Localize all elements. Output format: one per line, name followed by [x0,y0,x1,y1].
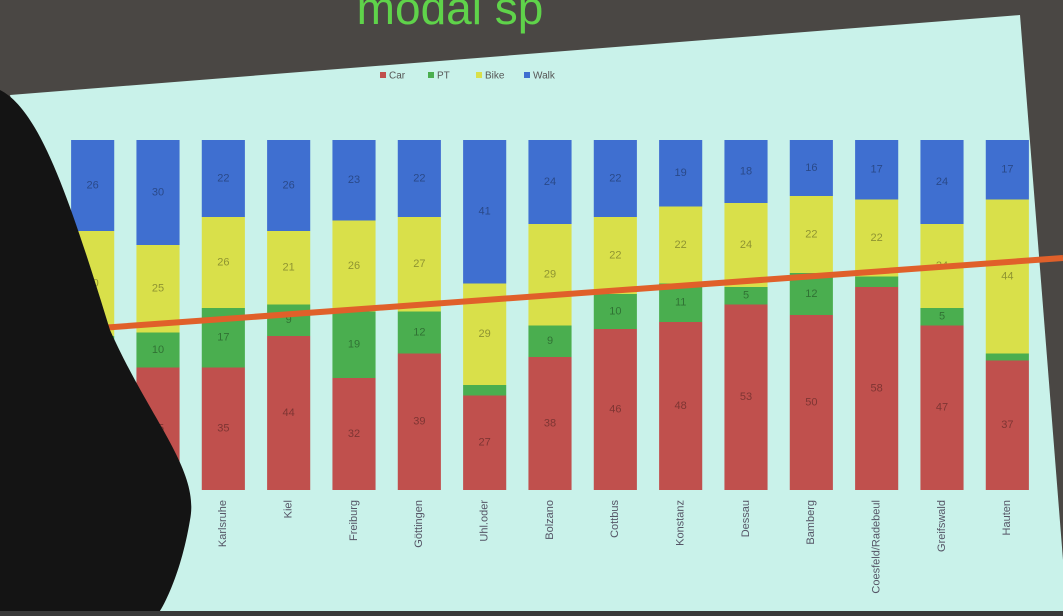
value-label: 53 [740,391,752,403]
value-label: 32 [348,428,360,440]
x-tick-label: Konstanz [675,500,687,546]
x-tick-label: Göttingen [413,500,425,548]
value-label: 47 [936,402,948,414]
value-label: 12 [413,326,425,338]
value-label: 44 [283,407,295,419]
x-tick-label: Karlsruhe [217,500,229,547]
x-tick-label: Hauten [1001,500,1013,535]
x-tick-label: Bamberg [805,500,817,545]
x-tick-label: Kiel [283,500,295,518]
value-label: 24 [544,176,556,188]
legend-label: Car [389,71,406,82]
value-label: 26 [217,256,229,268]
value-label: 48 [675,400,687,412]
value-label: 17 [871,164,883,176]
legend-swatch [428,72,434,78]
value-label: 5 [743,290,749,302]
value-label: 26 [348,260,360,272]
value-label: 26 [283,179,295,191]
value-label: 30 [152,186,164,198]
x-tick-label: Cottbus [609,500,621,538]
legend-swatch [476,72,482,78]
value-label: 38 [544,417,556,429]
value-label: 24 [740,239,752,251]
value-label: 12 [805,288,817,300]
value-label: 35 [217,423,229,435]
legend-label: Bike [485,71,505,82]
value-label: 26 [87,179,99,191]
value-label: 19 [348,339,360,351]
legend-label: PT [437,71,450,82]
x-tick-label: Bolzano [544,500,556,540]
value-label: 17 [1001,164,1013,176]
value-label: 22 [871,232,883,244]
value-label: 29 [479,328,491,340]
value-label: 50 [805,396,817,408]
bar-segment [463,385,506,396]
value-label: 29 [544,269,556,281]
value-label: 21 [283,262,295,274]
value-label: 27 [479,437,491,449]
x-tick-label: Uhl.oder [479,500,491,542]
value-label: 22 [609,172,621,184]
value-label: 5 [939,311,945,323]
value-label: 16 [805,162,817,174]
value-label: 27 [413,258,425,270]
value-label: 37 [1001,419,1013,431]
chart-title: modal sp [357,0,544,34]
value-label: 10 [152,344,164,356]
value-label: 25 [152,283,164,295]
legend-swatch [524,72,530,78]
value-label: 44 [1001,270,1013,282]
legend-label: Walk [533,71,556,82]
bar-segment [855,277,898,288]
value-label: 18 [740,165,752,177]
chart: modal sp CarPTBikeWalk368302635102530351… [0,0,1063,611]
x-tick-label: Greifswald [936,500,948,552]
value-label: 41 [479,206,491,218]
x-tick-label: Freiburg [348,500,360,541]
value-label: 19 [675,167,687,179]
value-label: 22 [805,228,817,240]
value-label: 22 [413,172,425,184]
page: modal sp CarPTBikeWalk368302635102530351… [0,0,1063,611]
value-label: 22 [609,249,621,261]
x-tick-label: Coesfeld/Radebeul [871,500,883,594]
bar-segment [986,354,1029,361]
value-label: 58 [871,382,883,394]
value-label: 24 [936,176,948,188]
value-label: 17 [217,332,229,344]
value-label: 22 [217,172,229,184]
value-label: 11 [675,297,686,309]
value-label: 23 [348,174,360,186]
x-tick-label: Dessau [740,500,752,537]
value-label: 9 [547,335,553,347]
value-label: 46 [609,403,621,415]
legend-swatch [380,72,386,78]
value-label: 10 [609,305,621,317]
value-label: 22 [675,239,687,251]
value-label: 39 [413,416,425,428]
